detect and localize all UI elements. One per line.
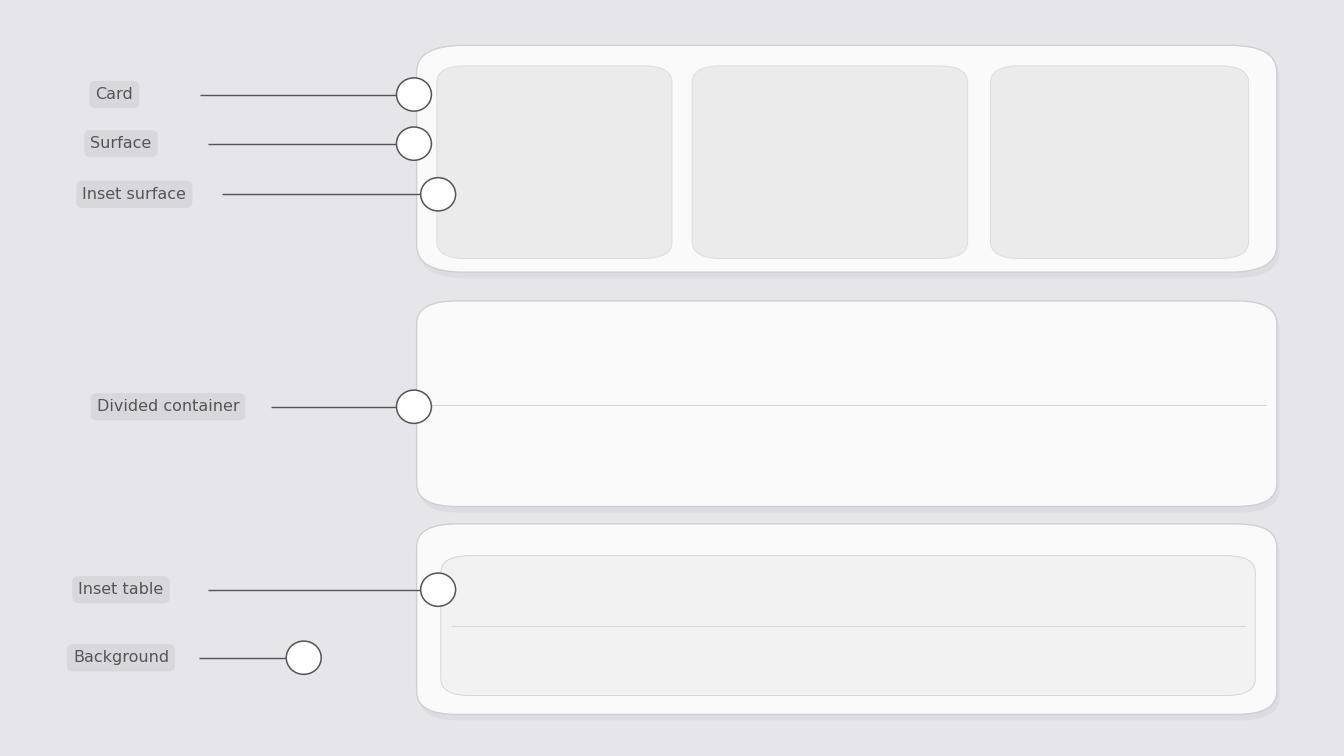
FancyBboxPatch shape: [991, 66, 1249, 259]
FancyBboxPatch shape: [437, 66, 672, 259]
FancyBboxPatch shape: [692, 66, 968, 259]
Ellipse shape: [396, 78, 431, 111]
Ellipse shape: [396, 390, 431, 423]
Text: Card: Card: [95, 87, 133, 102]
Text: Inset table: Inset table: [78, 582, 164, 597]
Ellipse shape: [421, 573, 456, 606]
Ellipse shape: [421, 178, 456, 211]
FancyBboxPatch shape: [417, 301, 1277, 507]
Ellipse shape: [286, 641, 321, 674]
Text: Divided container: Divided container: [97, 399, 239, 414]
Text: Background: Background: [73, 650, 169, 665]
Ellipse shape: [396, 127, 431, 160]
Text: Surface: Surface: [90, 136, 152, 151]
FancyBboxPatch shape: [417, 45, 1277, 272]
FancyBboxPatch shape: [417, 524, 1277, 714]
FancyBboxPatch shape: [419, 51, 1279, 278]
FancyBboxPatch shape: [441, 556, 1255, 696]
Text: Inset surface: Inset surface: [82, 187, 187, 202]
FancyBboxPatch shape: [419, 307, 1279, 513]
FancyBboxPatch shape: [419, 530, 1279, 720]
